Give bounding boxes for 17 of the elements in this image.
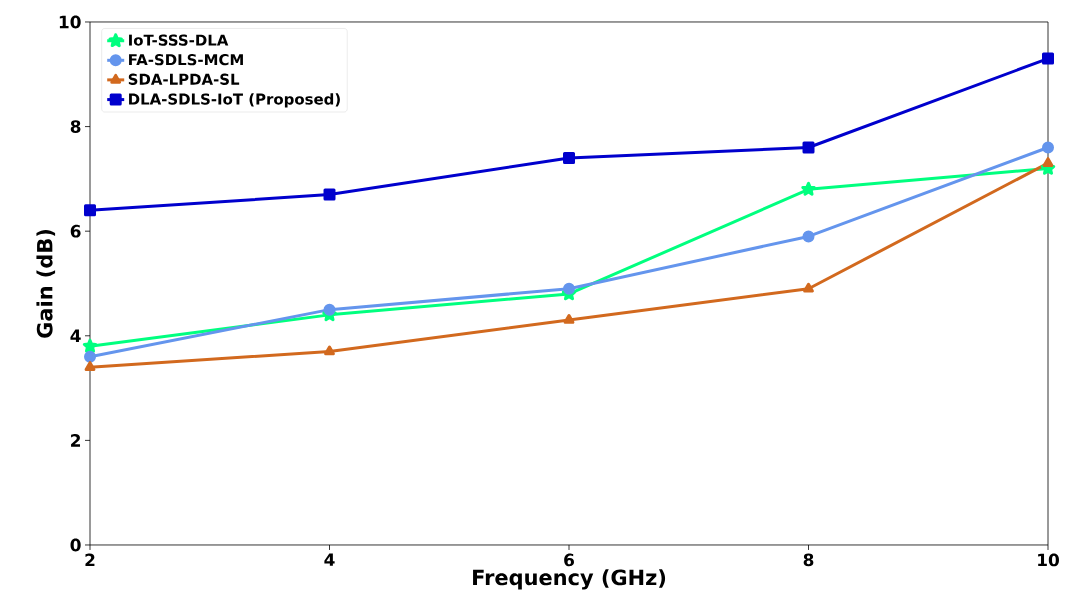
legend-label: IoT-SSS-DLA [129,34,229,46]
legend-label: FA-SDLS-MCM [129,54,243,66]
y-axis-title: Gain (dB) [36,229,56,338]
y-tick-label: 2 [71,434,81,447]
x-axis-title: Frequency (GHz) [473,569,666,590]
y-tick-label: 10 [59,15,81,29]
x-tick-label: 8 [803,553,814,567]
y-tick-label: 8 [70,120,81,133]
x-tick-label: 10 [1038,553,1059,567]
x-tick-label: 2 [85,553,95,567]
y-tick-label: 4 [70,329,81,342]
y-tick-label: 6 [70,224,81,238]
y-tick-label: 0 [70,538,81,552]
legend-label: DLA-SDLS-IoT (Proposed) [129,93,340,108]
x-tick-label: 6 [564,553,574,567]
legend-label: SDA-LPDA-SL [128,73,240,85]
x-tick-label: 4 [324,553,335,566]
